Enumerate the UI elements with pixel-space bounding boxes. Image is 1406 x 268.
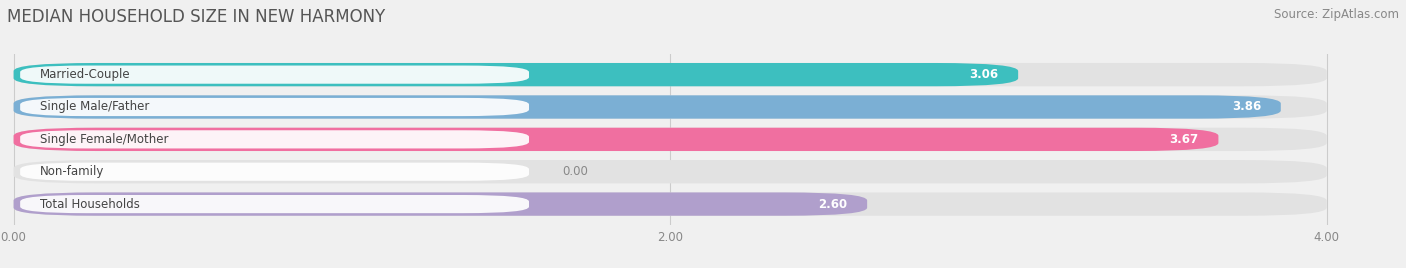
- Text: Source: ZipAtlas.com: Source: ZipAtlas.com: [1274, 8, 1399, 21]
- FancyBboxPatch shape: [14, 95, 1327, 119]
- FancyBboxPatch shape: [20, 98, 529, 116]
- FancyBboxPatch shape: [14, 63, 1018, 86]
- FancyBboxPatch shape: [14, 160, 1327, 183]
- FancyBboxPatch shape: [14, 192, 868, 216]
- FancyBboxPatch shape: [20, 66, 529, 84]
- Text: Total Households: Total Households: [39, 198, 139, 211]
- FancyBboxPatch shape: [14, 95, 1281, 119]
- Text: 2.60: 2.60: [818, 198, 848, 211]
- FancyBboxPatch shape: [14, 63, 1327, 86]
- Text: Single Female/Mother: Single Female/Mother: [39, 133, 169, 146]
- FancyBboxPatch shape: [14, 128, 1327, 151]
- FancyBboxPatch shape: [14, 128, 1219, 151]
- Text: 3.67: 3.67: [1170, 133, 1199, 146]
- Text: MEDIAN HOUSEHOLD SIZE IN NEW HARMONY: MEDIAN HOUSEHOLD SIZE IN NEW HARMONY: [7, 8, 385, 26]
- FancyBboxPatch shape: [20, 163, 529, 181]
- FancyBboxPatch shape: [20, 130, 529, 148]
- FancyBboxPatch shape: [20, 195, 529, 213]
- FancyBboxPatch shape: [14, 192, 1327, 216]
- Text: Non-family: Non-family: [39, 165, 104, 178]
- Text: Single Male/Father: Single Male/Father: [39, 100, 149, 113]
- Text: Married-Couple: Married-Couple: [39, 68, 131, 81]
- Text: 3.86: 3.86: [1232, 100, 1261, 113]
- Text: 3.06: 3.06: [969, 68, 998, 81]
- Text: 0.00: 0.00: [562, 165, 588, 178]
